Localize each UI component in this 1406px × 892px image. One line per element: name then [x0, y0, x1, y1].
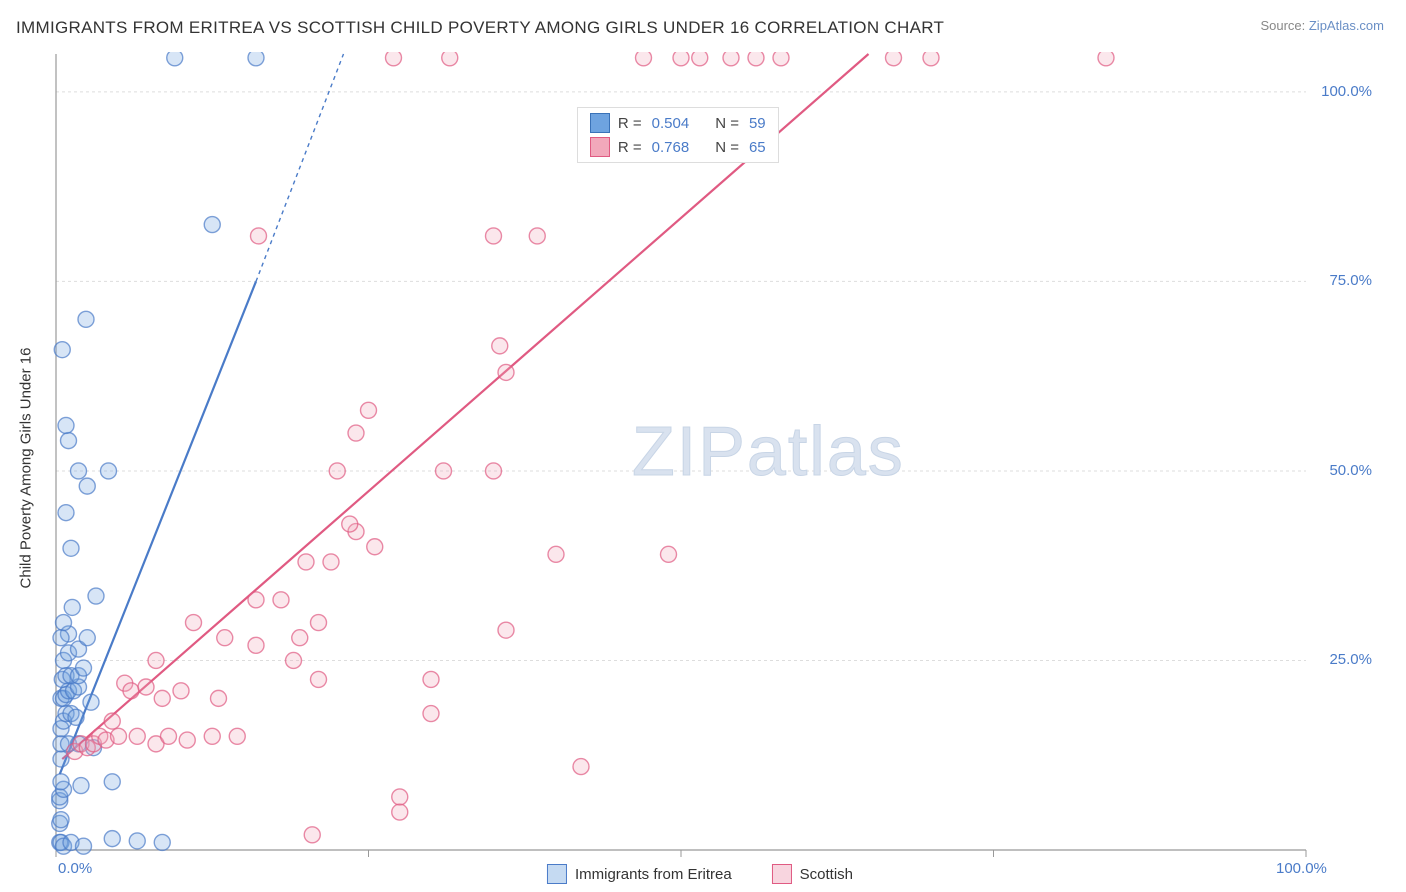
r-label: R = [618, 139, 642, 156]
x-tick-label: 0.0% [58, 860, 92, 877]
legend-swatch-blue [590, 113, 610, 133]
legend-correlation: R = 0.504 N = 59 R = 0.768 N = 65 [577, 107, 779, 163]
n-label: N = [715, 139, 739, 156]
legend-series: Immigrants from Eritrea Scottish [547, 864, 853, 884]
y-tick-label: 100.0% [1321, 83, 1372, 100]
legend-row: R = 0.768 N = 65 [578, 135, 778, 159]
y-tick-label: 75.0% [1329, 272, 1372, 289]
legend-label: Immigrants from Eritrea [575, 866, 732, 883]
y-tick-label: 25.0% [1329, 651, 1372, 668]
legend-item: Immigrants from Eritrea [547, 864, 732, 884]
legend-item: Scottish [772, 864, 853, 884]
legend-swatch-pink [772, 864, 792, 884]
scatter-plot [16, 52, 1384, 884]
n-value: 59 [749, 115, 766, 132]
chart-title: IMMIGRANTS FROM ERITREA VS SCOTTISH CHIL… [16, 18, 944, 38]
legend-swatch-pink [590, 137, 610, 157]
legend-swatch-blue [547, 864, 567, 884]
source-attribution: Source: ZipAtlas.com [1260, 18, 1384, 33]
legend-label: Scottish [800, 866, 853, 883]
n-label: N = [715, 115, 739, 132]
r-label: R = [618, 115, 642, 132]
x-tick-label: 100.0% [1276, 860, 1327, 877]
source-link[interactable]: ZipAtlas.com [1309, 18, 1384, 33]
chart-container: Child Poverty Among Girls Under 16 ZIPat… [16, 52, 1384, 884]
y-axis-label: Child Poverty Among Girls Under 16 [18, 348, 35, 589]
r-value: 0.768 [652, 139, 690, 156]
r-value: 0.504 [652, 115, 690, 132]
legend-row: R = 0.504 N = 59 [578, 111, 778, 135]
source-prefix: Source: [1260, 18, 1308, 33]
y-tick-label: 50.0% [1329, 462, 1372, 479]
n-value: 65 [749, 139, 766, 156]
